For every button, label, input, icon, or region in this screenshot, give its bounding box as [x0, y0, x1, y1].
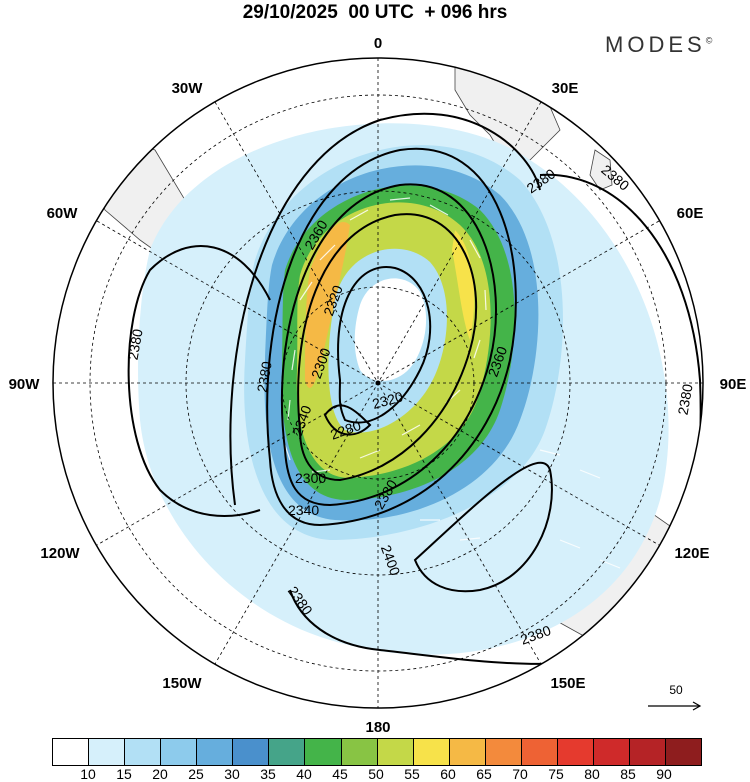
contour-label: 2380: [125, 328, 146, 362]
colorbar-tick-label: 60: [440, 766, 456, 782]
land-madagascar: [589, 149, 613, 191]
colorbar-cell: [341, 739, 378, 765]
map-boundary: [52, 57, 704, 709]
longitude-labels: 0 30E 60E 90E 120E 150E 180 150W 120W 90…: [9, 35, 747, 736]
colorbar-cell: [197, 739, 234, 765]
lon-label-90e: 90E: [720, 376, 747, 393]
colorbar-cell: [666, 739, 702, 765]
south-pole-marker: [375, 380, 381, 386]
colorbar-tick-label: 30: [224, 766, 240, 782]
wind-shade-60: [305, 222, 350, 388]
reference-vector-arrow: [648, 701, 702, 711]
colorbar-cell: [630, 739, 667, 765]
lon-label-30w: 30W: [172, 80, 204, 97]
colorbar-tick-label: 40: [296, 766, 312, 782]
contour-2380-left: [127, 245, 271, 517]
colorbar-cell: [449, 739, 486, 765]
brand-name: MODES: [605, 32, 706, 57]
brand-logo: MODES©: [605, 32, 712, 58]
contour-2320a: [297, 213, 478, 482]
contour-2380-main: [229, 112, 541, 506]
colorbar-tick-label: 85: [620, 766, 636, 782]
contour-label: 2300: [295, 470, 326, 486]
colorbar-cell: [593, 739, 630, 765]
colorbar-cell: [269, 739, 306, 765]
contour-label: 2340: [288, 502, 319, 518]
colorbar-cell: [485, 739, 522, 765]
copyright-mark: ©: [705, 35, 713, 46]
colorbar-cell: [233, 739, 270, 765]
wind-vectors: [284, 197, 621, 569]
colorbar-tick-label: 80: [584, 766, 600, 782]
colorbar-cell: [161, 739, 198, 765]
contour-label: 2320: [370, 388, 404, 412]
colorbar-tick-label: 70: [512, 766, 528, 782]
colorbar-tick-label: 50: [368, 766, 384, 782]
colorbar-labels: 10 15 20 25 30 35 40 45 50 55 60 65 70 75 80 85 90: [52, 766, 702, 782]
colorbar-tick-label: 25: [188, 766, 204, 782]
lon-label-180: 180: [365, 719, 390, 736]
contour-2340a: [280, 183, 497, 507]
contour-2300: [337, 266, 432, 424]
colorbar-tick-label: 10: [80, 766, 96, 782]
colorbar-cell: [377, 739, 414, 765]
lon-label-60w: 60W: [47, 205, 79, 222]
map-title: 29/10/2025 00 UTC + 096 hrs: [242, 2, 508, 23]
lon-label-0: 0: [374, 35, 382, 52]
lon-label-60e: 60E: [677, 205, 704, 222]
contour-label: 2380: [254, 360, 275, 394]
colorbar-cell: [521, 739, 558, 765]
colorbar-tick-label: 90: [656, 766, 672, 782]
lon-label-120w: 120W: [40, 545, 80, 562]
lon-label-150w: 150W: [162, 675, 202, 692]
height-contours: [127, 112, 702, 665]
colorbar-tick-label: 20: [152, 766, 168, 782]
lon-label-150e: 150E: [550, 675, 585, 692]
lon-label-120e: 120E: [674, 545, 709, 562]
colorbar-cell: [305, 739, 342, 765]
contour-2280: [323, 404, 372, 436]
reference-vector-label: 50: [669, 683, 683, 697]
colorbar-tick-label: 15: [116, 766, 132, 782]
colorbar-cell: [413, 739, 450, 765]
map-disc: [53, 58, 703, 708]
wind-shade-60b: [452, 230, 475, 340]
colorbar: [52, 738, 702, 766]
lon-label-30e: 30E: [552, 80, 579, 97]
contour-2400: [413, 462, 553, 593]
colorbar-cell: [89, 739, 126, 765]
lon-label-90w: 90W: [9, 376, 41, 393]
contour-label: 2380: [675, 383, 696, 417]
wind-speed-shading: [138, 123, 669, 655]
contour-2360a: [266, 147, 517, 527]
colorbar-cell: [125, 739, 162, 765]
colorbar-tick-label: 55: [404, 766, 420, 782]
colorbar-tick-label: 45: [332, 766, 348, 782]
colorbar-tick-label: 35: [260, 766, 276, 782]
colorbar-tick-label: 75: [548, 766, 564, 782]
colorbar-tick-label: 65: [476, 766, 492, 782]
colorbar-cell: [557, 739, 594, 765]
colorbar-cell: [53, 739, 90, 765]
wind-shade-inner: [354, 278, 427, 382]
